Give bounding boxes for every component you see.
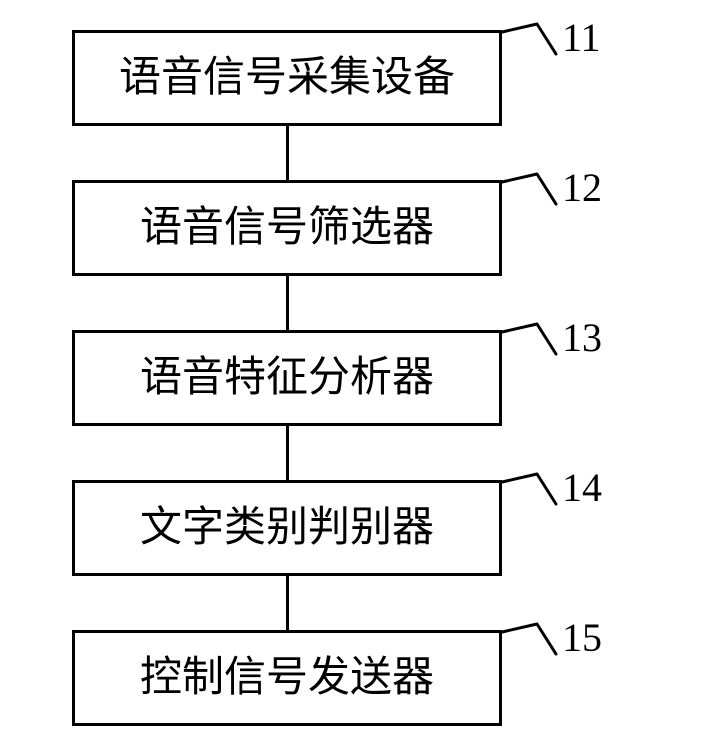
flowchart-node-label: 文字类别判别器	[140, 507, 434, 549]
callout-line	[500, 322, 558, 356]
callout-line	[500, 622, 558, 656]
flowchart-node: 语音信号筛选器	[72, 180, 502, 276]
flowchart-node-number: 15	[562, 618, 602, 658]
flowchart-connector	[286, 126, 289, 180]
flowchart-node-label: 语音信号采集设备	[119, 57, 455, 99]
flowchart-node: 文字类别判别器	[72, 480, 502, 576]
callout-line	[500, 472, 558, 506]
flowchart-connector	[286, 276, 289, 330]
flowchart-node-number: 14	[562, 468, 602, 508]
flowchart-node: 语音特征分析器	[72, 330, 502, 426]
flowchart-node: 语音信号采集设备	[72, 30, 502, 126]
flowchart-canvas: 语音信号采集设备 11 语音信号筛选器 12 语音特征分析器 13 文字类别判别器 14 控制信…	[0, 0, 702, 756]
flowchart-node: 控制信号发送器	[72, 630, 502, 726]
flowchart-node-label: 控制信号发送器	[140, 657, 434, 699]
flowchart-node-number: 11	[562, 18, 601, 58]
flowchart-connector	[286, 576, 289, 630]
flowchart-node-number: 13	[562, 318, 602, 358]
flowchart-node-number: 12	[562, 168, 602, 208]
flowchart-node-label: 语音信号筛选器	[140, 207, 434, 249]
flowchart-connector	[286, 426, 289, 480]
flowchart-node-label: 语音特征分析器	[140, 357, 434, 399]
callout-line	[500, 22, 558, 56]
callout-line	[500, 172, 558, 206]
